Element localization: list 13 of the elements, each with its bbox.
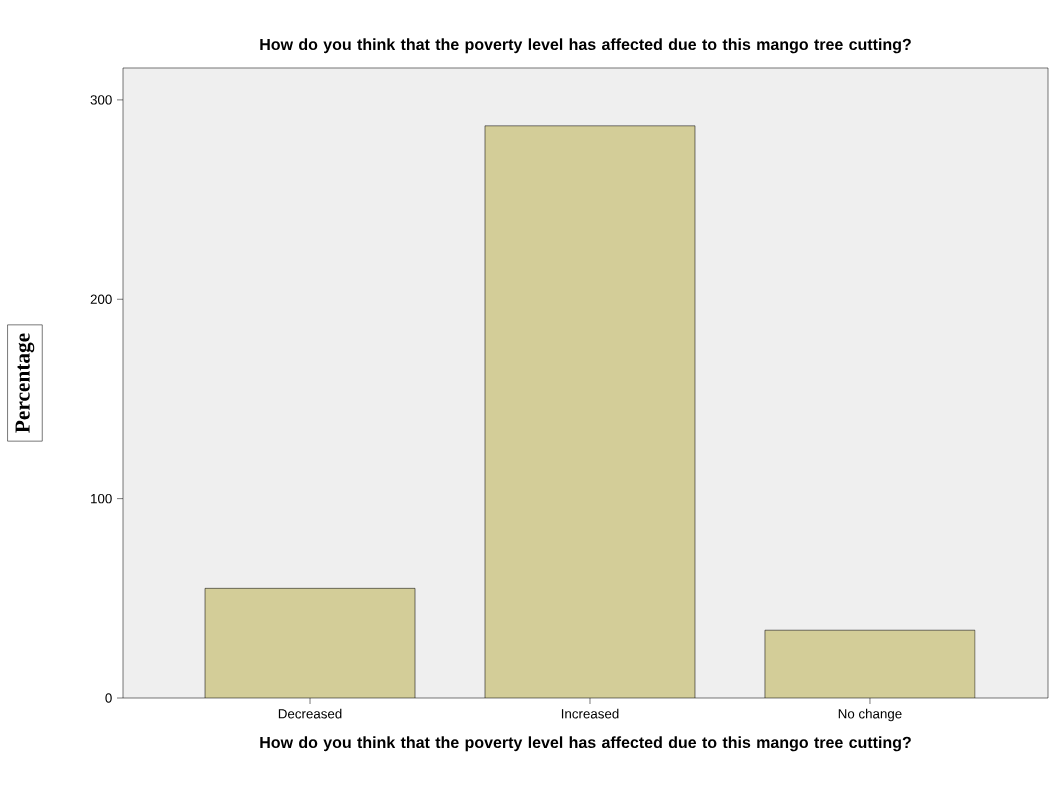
y-tick-label: 200 bbox=[90, 294, 112, 304]
bar bbox=[764, 629, 976, 698]
y-tick-label: 0 bbox=[105, 693, 112, 703]
y-tick-label: 100 bbox=[91, 493, 112, 504]
bar bbox=[484, 125, 695, 698]
x-axis-title: How do you think that the poverty level has affected due to this mango tree cutting? bbox=[260, 736, 911, 752]
x-tick-label: No change bbox=[838, 708, 902, 722]
y-tick-label: 300 bbox=[90, 95, 112, 105]
chart-title: How do you think that the poverty level has affected due to this mango tree cutting? bbox=[260, 38, 911, 54]
x-tick-label: Increased bbox=[561, 708, 619, 719]
y-axis-title: Percentage bbox=[15, 333, 35, 433]
x-tick-label: Decreased bbox=[278, 708, 342, 719]
bar bbox=[205, 588, 416, 698]
